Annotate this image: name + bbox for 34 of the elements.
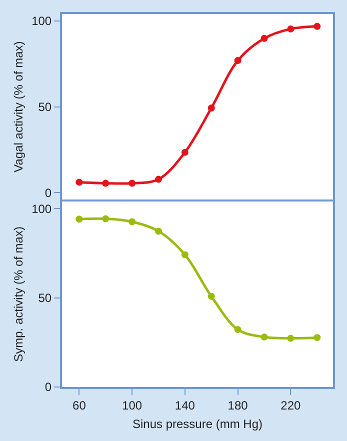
point — [181, 148, 188, 156]
y-tick-label: 0 — [44, 380, 52, 394]
y-axis-title: Vagal activity (% of max) — [11, 41, 26, 172]
point — [260, 34, 268, 42]
point — [314, 334, 321, 342]
point — [208, 104, 215, 112]
y-tick-label: 50 — [38, 100, 52, 114]
point — [287, 334, 294, 342]
x-tick-label: 140 — [174, 398, 196, 412]
point — [260, 334, 268, 341]
y-axis-title: Symp. activity (% of max) — [11, 226, 26, 362]
point — [76, 216, 83, 223]
x-tick-label: 220 — [280, 398, 302, 412]
x-axis-title: Sinus pressure (mm Hg) — [132, 416, 263, 431]
point — [234, 57, 242, 64]
point — [208, 292, 215, 300]
point — [102, 180, 110, 187]
point — [181, 251, 188, 258]
y-tick-label: 0 — [44, 186, 52, 200]
x-tick-label: 60 — [72, 398, 86, 412]
x-tick-label: 100 — [122, 398, 142, 412]
point — [128, 180, 136, 187]
y-tick-label: 100 — [32, 14, 52, 28]
point — [155, 176, 162, 183]
point — [128, 218, 136, 226]
point — [314, 22, 321, 30]
y-tick-label: 100 — [32, 202, 52, 216]
x-tick-label: 180 — [228, 398, 248, 412]
y-tick-label: 50 — [38, 290, 52, 305]
point — [287, 25, 294, 32]
point — [234, 326, 242, 334]
point — [155, 228, 162, 235]
point — [102, 215, 110, 222]
point — [76, 178, 83, 186]
